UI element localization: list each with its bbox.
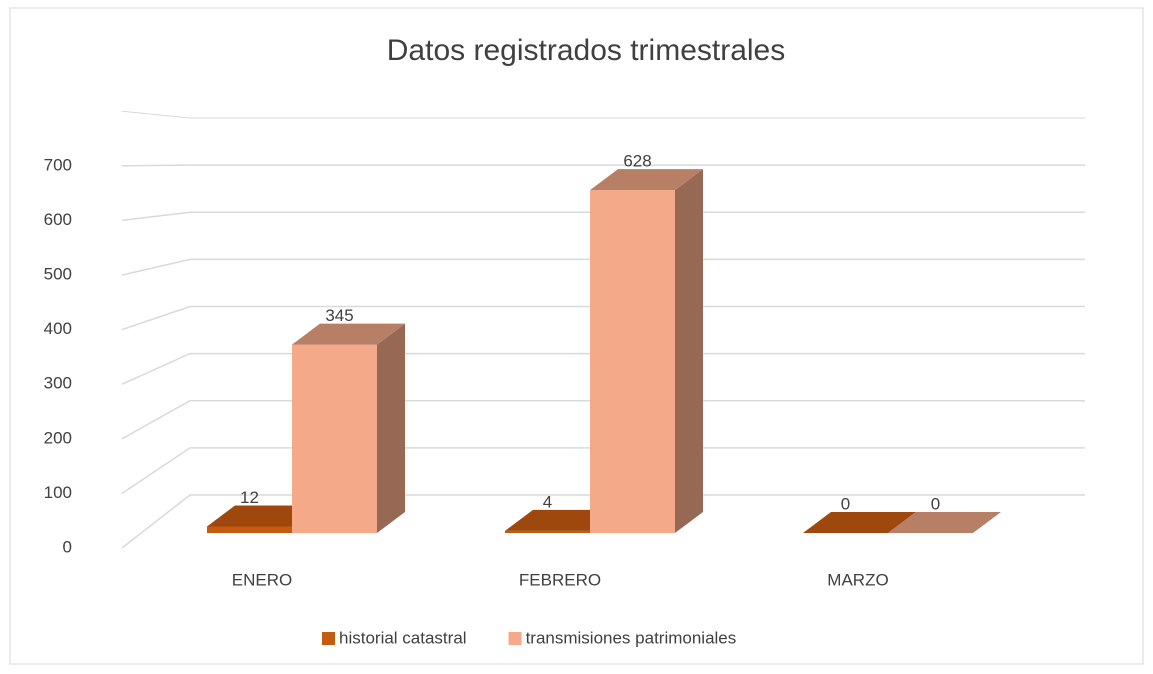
bar-top (292, 323, 405, 345)
data-label: 0 (841, 494, 850, 513)
grid-line (121, 352, 1085, 385)
grid-line (121, 164, 1085, 167)
data-label: 12 (240, 488, 259, 507)
bar-top (505, 509, 618, 531)
y-tick-label: 0 (63, 537, 72, 556)
bar-front (292, 344, 377, 533)
bar-top (590, 169, 703, 191)
grid-line (121, 305, 1085, 331)
x-tick-label: FEBRERO (519, 570, 601, 589)
data-label: 628 (623, 152, 651, 171)
grid-line (121, 211, 1085, 222)
legend-label: historial catastral (339, 628, 467, 647)
bar (888, 512, 1001, 533)
legend-label: transmisiones patrimoniales (526, 628, 737, 647)
chart-frame (9, 7, 1144, 665)
legend-swatch (508, 632, 522, 645)
x-tick-label: ENERO (232, 570, 292, 589)
grid-line (121, 258, 1085, 276)
wall-edge (121, 110, 191, 119)
grid-line (121, 447, 1085, 495)
bar (590, 169, 703, 533)
legend-swatch (322, 632, 335, 645)
bar-top (207, 505, 320, 527)
y-tick-label: 100 (44, 483, 72, 502)
data-label: 0 (931, 494, 940, 513)
bar-top (888, 512, 1001, 533)
grid-line (121, 400, 1085, 440)
bar-side (377, 323, 405, 533)
bar-front (207, 526, 292, 533)
data-label: 4 (543, 492, 552, 511)
chart-title: Datos registrados trimestrales (387, 34, 785, 67)
y-tick-label: 500 (44, 264, 72, 283)
bar-side (675, 169, 703, 533)
bar (292, 323, 405, 533)
bar-front (590, 190, 675, 533)
bar-front (505, 530, 590, 533)
bar (803, 512, 916, 533)
x-tick-label: MARZO (827, 570, 888, 589)
y-tick-label: 400 (44, 319, 72, 338)
data-label: 345 (325, 306, 353, 325)
bar-top (803, 512, 916, 533)
y-tick-label: 200 (44, 428, 72, 447)
y-tick-label: 600 (44, 210, 72, 229)
y-tick-label: 700 (44, 155, 72, 174)
y-tick-label: 300 (44, 374, 72, 393)
grid-line (121, 494, 1085, 549)
